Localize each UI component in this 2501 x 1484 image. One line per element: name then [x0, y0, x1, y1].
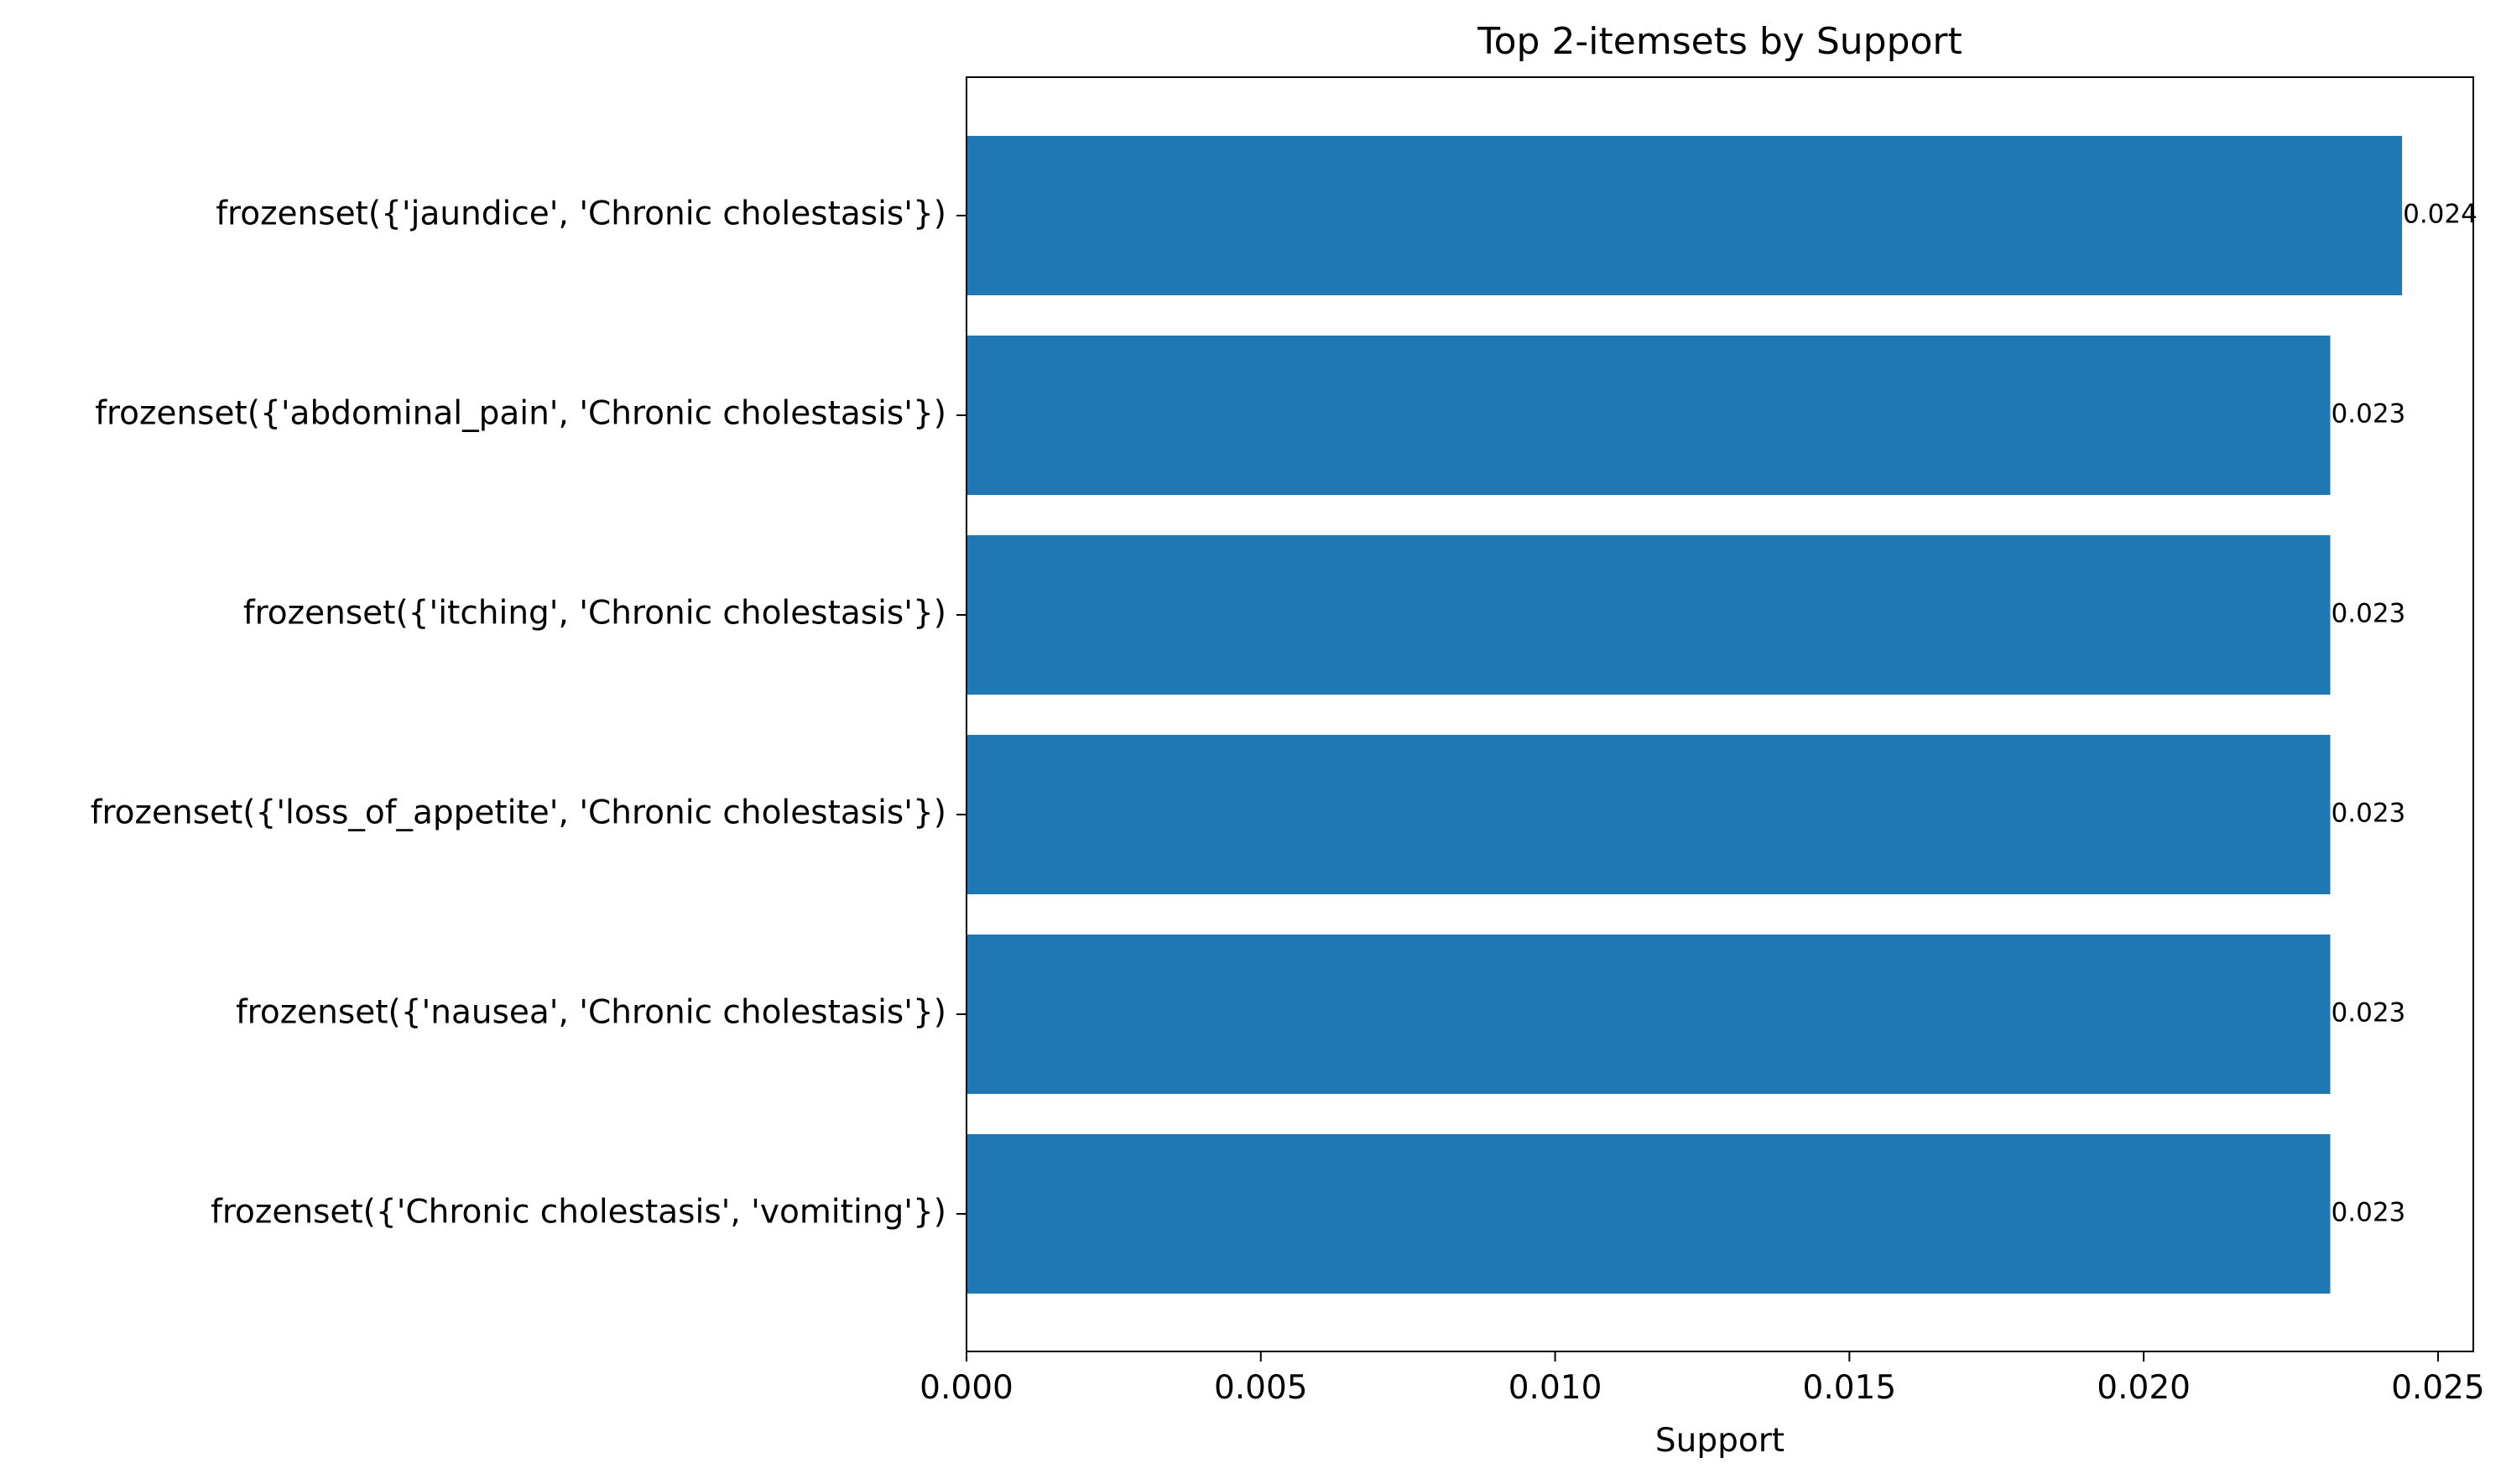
value-labels-layer: 0.024 0.023 0.023 0.023 0.023 0.023	[2332, 200, 2478, 1228]
bar-value-label-4: 0.023	[2332, 998, 2406, 1028]
bar-4	[967, 935, 2331, 1094]
x-axis: 0.000 0.005 0.010 0.015 0.020 0.025	[920, 1351, 2485, 1407]
y-tick-label-3: frozenset({'loss_of_appetite', 'Chronic …	[91, 794, 946, 832]
bar-3	[967, 735, 2331, 894]
bar-5	[967, 1134, 2331, 1294]
bar-value-label-2: 0.023	[2332, 599, 2406, 629]
x-tick-label-2: 0.010	[1508, 1369, 1602, 1407]
bar-2	[967, 535, 2331, 695]
bar-value-label-3: 0.023	[2332, 799, 2406, 829]
x-tick-label-0: 0.000	[920, 1369, 1013, 1407]
y-tick-label-0: frozenset({'jaundice', 'Chronic cholesta…	[216, 195, 946, 233]
x-tick-label-5: 0.025	[2391, 1369, 2485, 1407]
bar-1	[967, 336, 2331, 495]
bar-value-label-5: 0.023	[2332, 1198, 2406, 1228]
y-tick-label-2: frozenset({'itching', 'Chronic cholestas…	[243, 595, 946, 633]
chart-title: Top 2-itemsets by Support	[1477, 20, 1962, 63]
x-axis-label: Support	[1655, 1422, 1785, 1460]
bar-value-label-0: 0.024	[2403, 200, 2478, 230]
y-tick-label-4: frozenset({'nausea', 'Chronic cholestasi…	[236, 994, 946, 1032]
bar-0	[967, 136, 2403, 295]
plot-frame	[966, 76, 2474, 1352]
x-tick-label-4: 0.020	[2097, 1369, 2191, 1407]
x-tick-label-1: 0.005	[1214, 1369, 1308, 1407]
y-tick-label-1: frozenset({'abdominal_pain', 'Chronic ch…	[95, 395, 946, 433]
x-tick-label-3: 0.015	[1803, 1369, 1897, 1407]
bars-layer	[967, 136, 2403, 1294]
y-tick-label-5: frozenset({'Chronic cholestasis', 'vomit…	[211, 1194, 946, 1231]
bar-value-label-1: 0.023	[2332, 399, 2406, 430]
y-axis: frozenset({'jaundice', 'Chronic cholesta…	[91, 195, 967, 1231]
